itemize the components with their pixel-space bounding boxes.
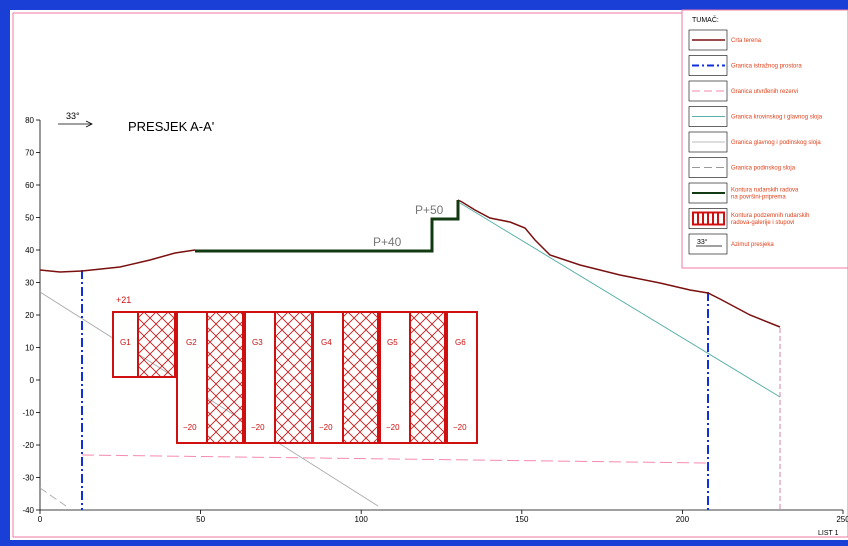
surface-works: [195, 200, 460, 253]
y-tick-label: 10: [25, 344, 34, 353]
y-tick-label: 60: [25, 181, 34, 190]
y-tick-label: 70: [25, 149, 34, 158]
sheet-number: LIST 1: [818, 530, 839, 537]
x-tick-label: 250: [836, 515, 848, 524]
block-depth: −20: [251, 423, 265, 432]
y-tick-label: -40: [22, 506, 34, 515]
legend-label: Kontura rudarskih radova: [731, 188, 799, 194]
block-label: G6: [455, 338, 466, 347]
legend-frame: [688, 233, 728, 255]
pillar: [206, 311, 244, 444]
legend-symbol: 33°: [697, 238, 708, 246]
legend-label: Granica krovinskog i glavnog sloja: [731, 115, 823, 121]
gallery: [244, 311, 276, 444]
pillar: [409, 311, 446, 444]
pillar: [274, 311, 313, 444]
y-tick-label: 0: [30, 376, 35, 385]
seam-lower-line: [39, 487, 67, 507]
y-tick-label: 30: [25, 279, 34, 288]
legend-label: Granica glavnog i podinskog sloja: [731, 140, 821, 146]
block-label: G4: [321, 338, 332, 347]
legend-label: Granica podinskog sloja: [731, 166, 796, 172]
p40-label: P+40: [373, 235, 402, 249]
legend-frame: [688, 131, 728, 153]
legend-label: Kontura podzemnih rudarskih: [731, 213, 809, 219]
legend: Crta terena Granica istražnog prostora Gra…: [688, 29, 823, 255]
legend-frame: [688, 208, 728, 229]
block-labels: G1 G2 G3 G4 G5 G6 −20 −20 −20 −20 −20: [120, 338, 467, 432]
gallery: [379, 311, 411, 444]
terrain-left: [39, 249, 196, 273]
gallery: [112, 311, 139, 378]
legend-label: radova-galerije i stupovi: [731, 220, 794, 226]
y-tick-label: 50: [25, 214, 34, 223]
azimuth-arrowhead: [85, 120, 93, 128]
top-label: +21: [116, 295, 131, 305]
legend-label: Granica istražnog prostora: [731, 64, 802, 70]
section-title: PRESJEK A-A': [128, 119, 214, 134]
y-tick-label: 40: [25, 246, 34, 255]
legend-label: Azimut presjeka: [731, 242, 774, 248]
x-tick-label: 100: [355, 515, 369, 524]
legend-label: Granica utvrđenih rezervi: [731, 89, 798, 95]
legend-title: TUMAČ:: [692, 15, 719, 24]
block-label: G2: [186, 338, 197, 347]
gallery: [446, 311, 478, 444]
legend-frame: [688, 55, 728, 76]
legend-box: [681, 9, 848, 269]
block-depth: −20: [183, 423, 197, 432]
pillar: [342, 311, 379, 444]
block-depth: −20: [386, 423, 400, 432]
x-tick-label: 150: [515, 515, 529, 524]
legend-label: Crta terena: [731, 38, 762, 44]
block-depth: −20: [319, 423, 333, 432]
x-tick-label: 50: [196, 515, 205, 524]
legend-label: na površini-priprema: [731, 195, 786, 201]
legend-frame: [688, 29, 728, 51]
p50-label: P+50: [415, 203, 444, 217]
underground-works: [112, 311, 478, 444]
legend-frame: [688, 80, 728, 102]
block-label: G1: [120, 338, 131, 347]
gallery: [176, 311, 208, 444]
y-tick-label: -20: [22, 441, 34, 450]
sheet-border: [12, 12, 848, 538]
x-tick-label: 0: [38, 515, 43, 524]
block-label: G5: [387, 338, 398, 347]
y-tick-label: -10: [22, 409, 34, 418]
y-tick-label: -30: [22, 474, 34, 483]
legend-frame: [688, 157, 728, 178]
y-tick-label: 20: [25, 311, 34, 320]
block-label: G3: [252, 338, 263, 347]
roof-seam-line: [459, 202, 781, 398]
block-depth: −20: [453, 423, 467, 432]
x-tick-label: 200: [676, 515, 690, 524]
gallery: [312, 311, 344, 444]
y-tick-label: 80: [25, 116, 34, 125]
legend-frame: [688, 106, 728, 127]
pillar: [137, 311, 176, 378]
reserve-line: [81, 454, 709, 464]
terrain-right: [457, 199, 781, 328]
azimuth-label: 33°: [66, 111, 80, 121]
legend-frame: [688, 182, 728, 204]
